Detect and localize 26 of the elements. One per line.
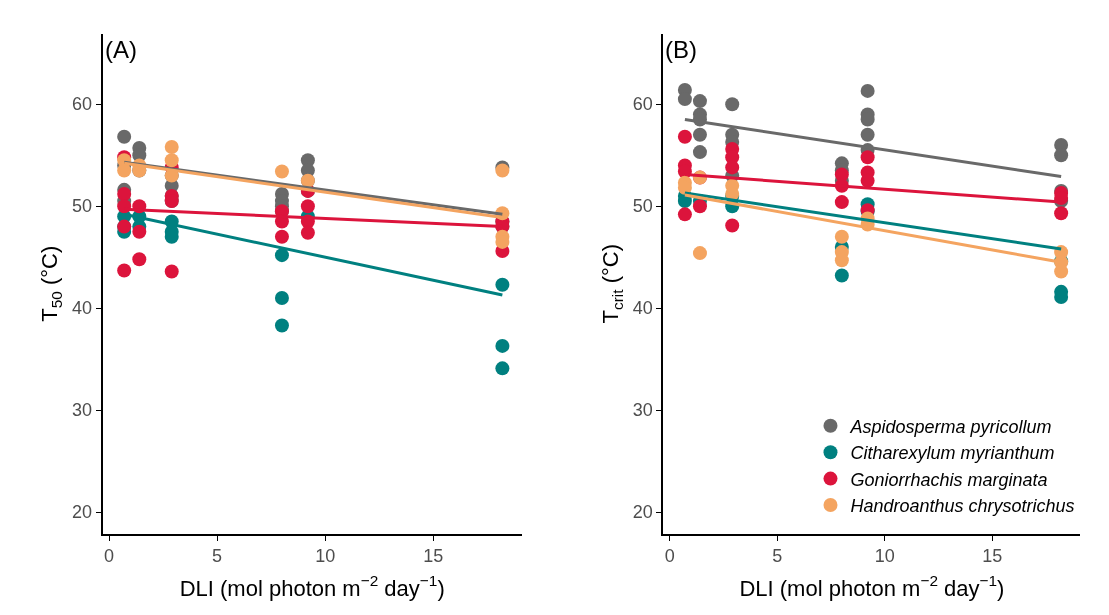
chart-title: (A) xyxy=(105,36,137,63)
y-tick-label: 20 xyxy=(71,502,92,523)
y-tick-label: 60 xyxy=(71,94,92,115)
legend-label: Goniorrhachis marginata xyxy=(850,469,1048,490)
x-tick-label: 15 xyxy=(423,546,444,567)
y-tick-label: 60 xyxy=(632,94,653,115)
legend-label: Handroanthus chrysotrichus xyxy=(850,496,1075,517)
y-tick-label: 40 xyxy=(632,298,653,319)
legend-label: Citharexylum myrianthum xyxy=(850,443,1055,464)
y-tick-label: 30 xyxy=(71,400,92,421)
x-axis-title: DLI (mol photon m$^{−2}$ day$^{−1}$) xyxy=(179,572,445,601)
x-tick-label: 10 xyxy=(315,546,336,567)
y-tick-label: 30 xyxy=(632,400,653,421)
x-tick-label: 5 xyxy=(212,546,223,567)
y-tick-label: 50 xyxy=(71,196,92,217)
x-axis-title: DLI (mol photon m$^{−2}$ day$^{−1}$) xyxy=(739,572,1005,601)
x-tick-label: 10 xyxy=(874,546,895,567)
legend-label: Aspidosperma pyricollum xyxy=(849,416,1052,437)
x-tick-label: 5 xyxy=(772,546,783,567)
y-tick-label: 50 xyxy=(632,196,653,217)
chart-title: (B) xyxy=(665,36,697,63)
x-tick-label: 0 xyxy=(664,546,675,567)
y-tick-label: 20 xyxy=(632,502,653,523)
y-tick-label: 40 xyxy=(71,298,92,319)
x-tick-label: 0 xyxy=(104,546,115,567)
x-tick-label: 15 xyxy=(982,546,1003,567)
